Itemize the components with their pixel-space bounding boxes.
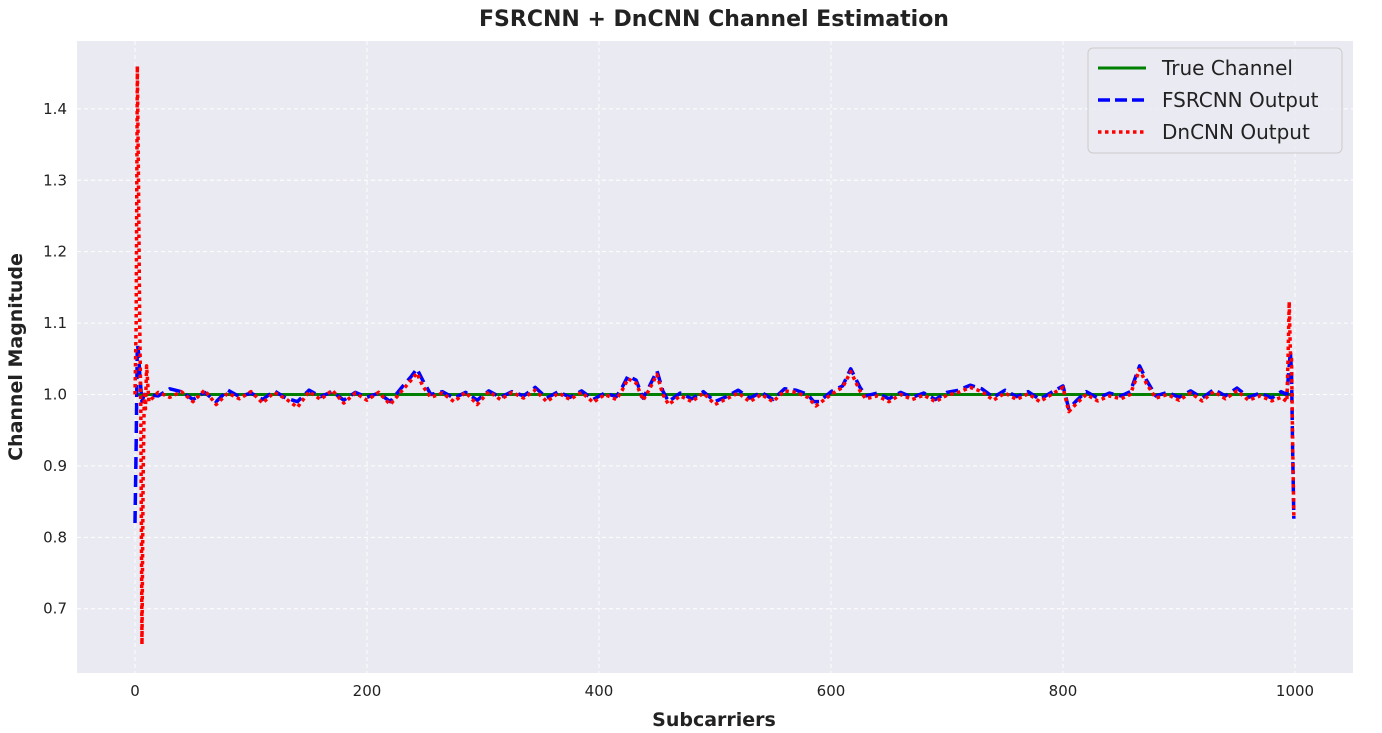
y-tick-label: 1.3 — [43, 171, 67, 189]
x-tick-label: 800 — [1049, 682, 1078, 700]
x-tick-label: 0 — [130, 682, 140, 700]
x-tick-label: 600 — [817, 682, 846, 700]
x-tick-label: 400 — [585, 682, 614, 700]
legend-label-fsrcnn-output: FSRCNN Output — [1162, 88, 1319, 112]
y-tick-label: 0.7 — [43, 600, 67, 618]
x-axis-ticks: 0 200 400 600 800 1000 — [130, 682, 1314, 700]
y-tick-label: 1.4 — [43, 100, 67, 118]
x-tick-label: 200 — [353, 682, 382, 700]
x-axis-label: Subcarriers — [652, 709, 776, 729]
legend-label-dncnn-output: DnCNN Output — [1162, 120, 1310, 144]
series-line-dncnn-output — [133, 64, 1296, 647]
x-tick-label: 1000 — [1276, 682, 1314, 700]
chart-title: FSRCNN + DnCNN Channel Estimation — [479, 7, 949, 32]
y-axis-label: Channel Magnitude — [5, 253, 27, 461]
y-tick-label: 0.9 — [43, 457, 67, 475]
y-tick-label: 1.0 — [43, 385, 67, 403]
y-tick-label: 0.8 — [43, 528, 67, 546]
y-axis-ticks: 0.7 0.8 0.9 1.0 1.1 1.2 1.3 1.4 — [43, 100, 67, 618]
series-lines — [133, 64, 1296, 647]
legend-label-true-channel: True Channel — [1161, 56, 1293, 80]
legend-box — [1087, 47, 1343, 154]
y-tick-label: 1.1 — [43, 314, 67, 332]
y-tick-label: 1.2 — [43, 243, 67, 261]
legend: True Channel FSRCNN Output DnCNN Output — [1087, 47, 1343, 154]
